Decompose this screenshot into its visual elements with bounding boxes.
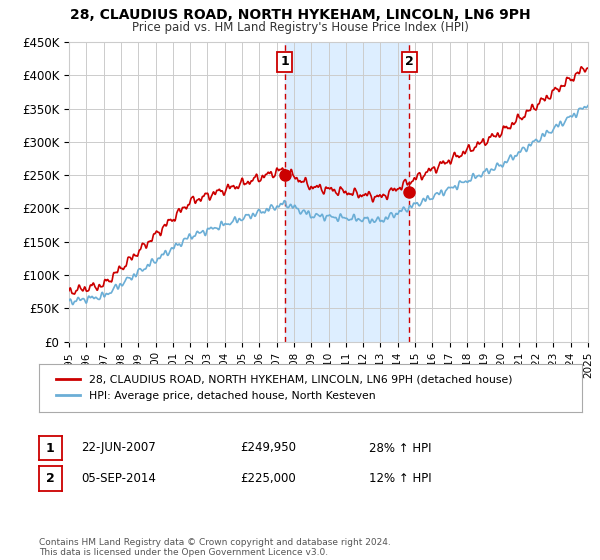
Text: 1: 1 — [46, 441, 55, 455]
Text: 1: 1 — [280, 55, 289, 68]
Text: £249,950: £249,950 — [240, 441, 296, 455]
Text: 28% ↑ HPI: 28% ↑ HPI — [369, 441, 431, 455]
Text: £225,000: £225,000 — [240, 472, 296, 486]
Text: Contains HM Land Registry data © Crown copyright and database right 2024.
This d: Contains HM Land Registry data © Crown c… — [39, 538, 391, 557]
Text: 12% ↑ HPI: 12% ↑ HPI — [369, 472, 431, 486]
Text: 28, CLAUDIUS ROAD, NORTH HYKEHAM, LINCOLN, LN6 9PH: 28, CLAUDIUS ROAD, NORTH HYKEHAM, LINCOL… — [70, 8, 530, 22]
Text: 05-SEP-2014: 05-SEP-2014 — [81, 472, 156, 486]
Text: Price paid vs. HM Land Registry's House Price Index (HPI): Price paid vs. HM Land Registry's House … — [131, 21, 469, 34]
Bar — [285, 42, 409, 342]
Legend: 28, CLAUDIUS ROAD, NORTH HYKEHAM, LINCOLN, LN6 9PH (detached house), HPI: Averag: 28, CLAUDIUS ROAD, NORTH HYKEHAM, LINCOL… — [50, 368, 519, 407]
Text: 2: 2 — [46, 472, 55, 486]
Text: 22-JUN-2007: 22-JUN-2007 — [81, 441, 156, 455]
Text: 2: 2 — [405, 55, 413, 68]
